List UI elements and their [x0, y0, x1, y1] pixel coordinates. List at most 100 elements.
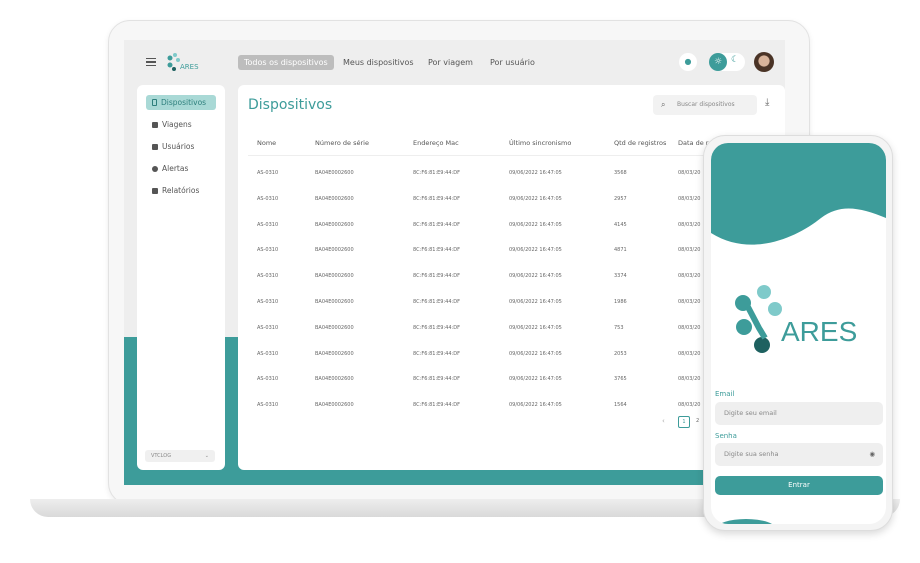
- main-panel: Dispositivos ⌕ Buscar dispositivos ⤓ Nome…: [238, 85, 785, 470]
- table-cell: 8C:F6:81:E9:44:DF: [413, 299, 460, 305]
- table-cell: 09/06/2022 16:47:05: [509, 299, 562, 305]
- login-button[interactable]: Entrar: [715, 476, 883, 495]
- table-cell: BA04E0002600: [315, 247, 354, 254]
- company-select[interactable]: VTCLOG ⌄: [145, 450, 215, 462]
- table-cell: 08/03/20: [678, 273, 701, 280]
- search-icon: ⌕: [661, 100, 666, 109]
- table-cell: 08/03/20: [678, 324, 701, 331]
- ares-logo-large: ARES: [735, 285, 857, 353]
- download-icon[interactable]: ⤓: [765, 97, 770, 108]
- table-cell: AS-0310: [257, 273, 279, 280]
- table-cell: 09/06/2022 16:47:05: [509, 324, 562, 331]
- table-cell: BA04E0002600: [315, 402, 354, 409]
- users-icon: [152, 143, 158, 150]
- table-cell: 08/03/20: [678, 195, 701, 202]
- table-cell: 8C:F6:81:E9:44:DF: [413, 402, 460, 409]
- sidebar-item-alertas[interactable]: Alertas: [146, 161, 216, 176]
- table-cell: BA04E0002600: [315, 221, 354, 228]
- table-cell: BA04E0002600: [315, 273, 354, 280]
- table-cell: 08/03/20: [678, 376, 701, 383]
- table-cell: AS-0310: [257, 170, 279, 176]
- column-header[interactable]: Endereço Mac: [413, 139, 459, 147]
- laptop-base: [30, 499, 900, 517]
- table-cell: 09/06/2022 16:47:05: [509, 247, 562, 254]
- column-header[interactable]: Último sincronismo: [509, 139, 572, 147]
- table-cell: 2957: [614, 195, 627, 202]
- sidebar-item-usuarios[interactable]: Usuários: [146, 139, 216, 154]
- table-cell: AS-0310: [257, 402, 279, 409]
- desktop-app: ARES Todos os dispositivos Meus disposit…: [124, 40, 785, 485]
- brand-text: ARES: [781, 316, 857, 347]
- table-cell: BA04E0002600: [315, 350, 354, 357]
- avatar[interactable]: [754, 52, 774, 72]
- table-cell: AS-0310: [257, 324, 279, 331]
- tab-usuario[interactable]: Por usuário: [490, 58, 535, 67]
- table-cell: BA04E0002600: [315, 299, 354, 305]
- email-label: Email: [715, 390, 735, 398]
- table-cell: BA04E0002600: [315, 170, 354, 176]
- pagination-prev[interactable]: ‹: [662, 417, 665, 425]
- table-cell: 4871: [614, 247, 627, 254]
- pagination-page-1[interactable]: 1: [678, 416, 690, 428]
- table-cell: 8C:F6:81:E9:44:DF: [413, 195, 460, 202]
- moon-icon: ☾: [731, 55, 740, 65]
- table-cell: 8C:F6:81:E9:44:DF: [413, 247, 460, 254]
- pagination-page-2[interactable]: 2: [696, 418, 700, 424]
- tab-meus[interactable]: Meus dispositivos: [343, 58, 414, 67]
- tab-viagem[interactable]: Por viagem: [428, 58, 473, 67]
- table-cell: AS-0310: [257, 247, 279, 254]
- table-cell: 4145: [614, 221, 627, 228]
- table-cell: 2053: [614, 350, 627, 357]
- table-cell: 8C:F6:81:E9:44:DF: [413, 376, 460, 383]
- table-cell: 09/06/2022 16:47:05: [509, 376, 562, 383]
- alert-icon: [152, 165, 158, 172]
- sidebar: Dispositivos Viagens Usuários Alertas Re…: [137, 85, 225, 470]
- column-header[interactable]: Número de série: [315, 139, 369, 147]
- table-cell: AS-0310: [257, 350, 279, 357]
- table-cell: BA04E0002600: [315, 195, 354, 202]
- sidebar-item-dispositivos[interactable]: Dispositivos: [146, 95, 216, 110]
- table-cell: 08/03/20: [678, 170, 701, 176]
- menu-icon[interactable]: [146, 58, 156, 66]
- table-cell: 1564: [614, 402, 627, 409]
- login-screen: ARES Email Digite seu email Senha Digite…: [711, 143, 886, 524]
- truck-icon: [152, 121, 158, 128]
- table-cell: 08/03/20: [678, 247, 701, 254]
- table-cell: 09/06/2022 16:47:05: [509, 350, 562, 357]
- column-header[interactable]: Nome: [257, 139, 277, 147]
- bell-icon: ●: [684, 57, 692, 66]
- table-cell: AS-0310: [257, 195, 279, 202]
- table-cell: 3568: [614, 170, 627, 176]
- brand-text: ARES: [180, 63, 199, 71]
- table-cell: 8C:F6:81:E9:44:DF: [413, 324, 460, 331]
- table-cell: 3765: [614, 376, 627, 383]
- email-field[interactable]: Digite seu email: [715, 402, 883, 425]
- sidebar-item-relatorios[interactable]: Relatórios: [146, 183, 216, 198]
- table-cell: 09/06/2022 16:47:05: [509, 221, 562, 228]
- wave-header: [711, 143, 886, 245]
- report-icon: [152, 187, 158, 194]
- tab-todos[interactable]: Todos os dispositivos: [238, 55, 334, 70]
- table-cell: 09/06/2022 16:47:05: [509, 402, 562, 409]
- search-input[interactable]: ⌕ Buscar dispositivos: [653, 95, 757, 115]
- chevron-down-icon: ⌄: [204, 453, 209, 459]
- table-cell: 8C:F6:81:E9:44:DF: [413, 273, 460, 280]
- table-cell: 08/03/20: [678, 350, 701, 357]
- page-title: Dispositivos: [248, 97, 333, 113]
- theme-toggle[interactable]: ☼ ☾: [709, 53, 745, 71]
- eye-off-icon[interactable]: ◉: [869, 450, 875, 458]
- table-cell: AS-0310: [257, 376, 279, 383]
- table-cell: 8C:F6:81:E9:44:DF: [413, 170, 460, 176]
- table-cell: BA04E0002600: [315, 376, 354, 383]
- sidebar-item-viagens[interactable]: Viagens: [146, 117, 216, 132]
- sun-icon: ☼: [709, 53, 727, 71]
- password-field[interactable]: Digite sua senha ◉: [715, 443, 883, 466]
- column-header[interactable]: Qtd de registros: [614, 139, 667, 147]
- table-cell: 8C:F6:81:E9:44:DF: [413, 350, 460, 357]
- table-cell: 09/06/2022 16:47:05: [509, 195, 562, 202]
- table-cell: AS-0310: [257, 299, 279, 305]
- password-label: Senha: [715, 432, 737, 440]
- column-header[interactable]: Data de r: [678, 139, 709, 147]
- bell-button[interactable]: ●: [679, 53, 697, 71]
- table-cell: 8C:F6:81:E9:44:DF: [413, 221, 460, 228]
